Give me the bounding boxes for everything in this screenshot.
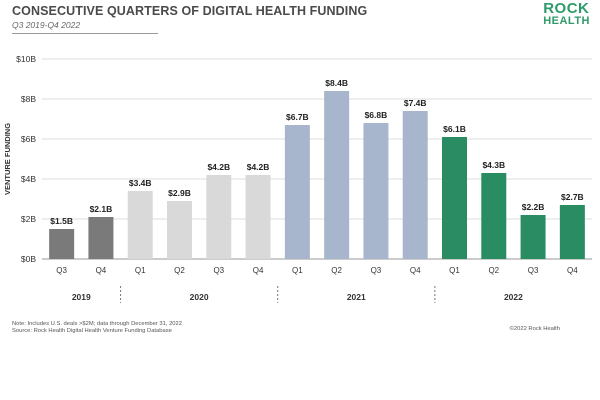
bar xyxy=(481,173,507,259)
quarter-label: Q1 xyxy=(449,266,460,275)
bar-value-label: $2.9B xyxy=(168,188,191,198)
bar xyxy=(245,175,271,259)
quarter-label: Q1 xyxy=(292,266,303,275)
bar xyxy=(167,201,192,259)
copyright: ©2022 Rock Health xyxy=(509,326,560,332)
title-divider xyxy=(12,33,158,34)
logo-line-2: HEALTH xyxy=(543,15,590,27)
y-tick-label: $2B xyxy=(21,214,36,224)
y-tick-label: $8B xyxy=(21,94,36,104)
bar xyxy=(363,123,389,259)
quarter-label: Q3 xyxy=(371,266,382,275)
year-label: 2022 xyxy=(504,292,523,302)
bar-value-label: $6.7B xyxy=(286,112,309,122)
bar xyxy=(402,111,428,259)
bar xyxy=(442,137,467,259)
year-label: 2020 xyxy=(190,292,209,302)
footnote-source: Source: Rock Health Digital Health Ventu… xyxy=(12,328,172,334)
quarter-label: Q4 xyxy=(410,266,421,275)
quarter-label: Q3 xyxy=(528,266,539,275)
bar xyxy=(559,205,585,259)
bar xyxy=(324,91,350,259)
bar xyxy=(284,125,310,259)
bar xyxy=(520,215,546,259)
y-axis-title: VENTURE FUNDING xyxy=(3,123,12,195)
year-label: 2021 xyxy=(347,292,366,302)
bar xyxy=(127,191,153,259)
footnote-note: Note: Includes U.S. deals >$2M; data thr… xyxy=(12,321,182,327)
bar-value-label: $4.2B xyxy=(207,162,230,172)
bar-value-label: $4.2B xyxy=(247,162,270,172)
quarter-label: Q2 xyxy=(174,266,185,275)
quarter-label: Q1 xyxy=(135,266,146,275)
quarter-label: Q3 xyxy=(213,266,224,275)
bar-value-label: $8.4B xyxy=(325,78,348,88)
chart-subtitle: Q3 2019-Q4 2022 xyxy=(12,20,81,30)
bar xyxy=(206,175,232,259)
bar-value-label: $1.5B xyxy=(50,216,73,226)
quarter-label: Q3 xyxy=(56,266,67,275)
bar xyxy=(88,217,114,259)
y-tick-label: $0B xyxy=(21,254,36,264)
year-label: 2019 xyxy=(72,292,91,302)
quarter-label: Q2 xyxy=(488,266,499,275)
bar-value-label: $4.3B xyxy=(482,160,505,170)
chart-title: CONSECUTIVE QUARTERS OF DIGITAL HEALTH F… xyxy=(12,4,368,18)
quarter-label: Q2 xyxy=(331,266,342,275)
bar-value-label: $2.2B xyxy=(522,202,545,212)
bar-value-label: $2.7B xyxy=(561,192,584,202)
bar-value-label: $7.4B xyxy=(404,98,427,108)
y-tick-label: $10B xyxy=(16,54,36,64)
y-tick-label: $4B xyxy=(21,174,36,184)
bar-value-label: $6.8B xyxy=(365,110,388,120)
bar xyxy=(49,229,75,259)
quarter-label: Q4 xyxy=(567,266,578,275)
funding-bar-chart: $0B $2B $4B $6B $8B $10B VENTURE FUNDING $1.5B Q… xyxy=(3,54,592,303)
logo-line-1: ROCK xyxy=(543,0,590,17)
bar-value-label: $3.4B xyxy=(129,178,152,188)
rock-health-logo: ROCK HEALTH xyxy=(543,0,590,27)
bar-value-label: $6.1B xyxy=(443,124,466,134)
quarter-label: Q4 xyxy=(253,266,264,275)
footnote: Note: Includes U.S. deals >$2M; data thr… xyxy=(12,321,182,335)
quarter-label: Q4 xyxy=(96,266,107,275)
y-tick-label: $6B xyxy=(21,134,36,144)
bar-value-label: $2.1B xyxy=(90,204,113,214)
